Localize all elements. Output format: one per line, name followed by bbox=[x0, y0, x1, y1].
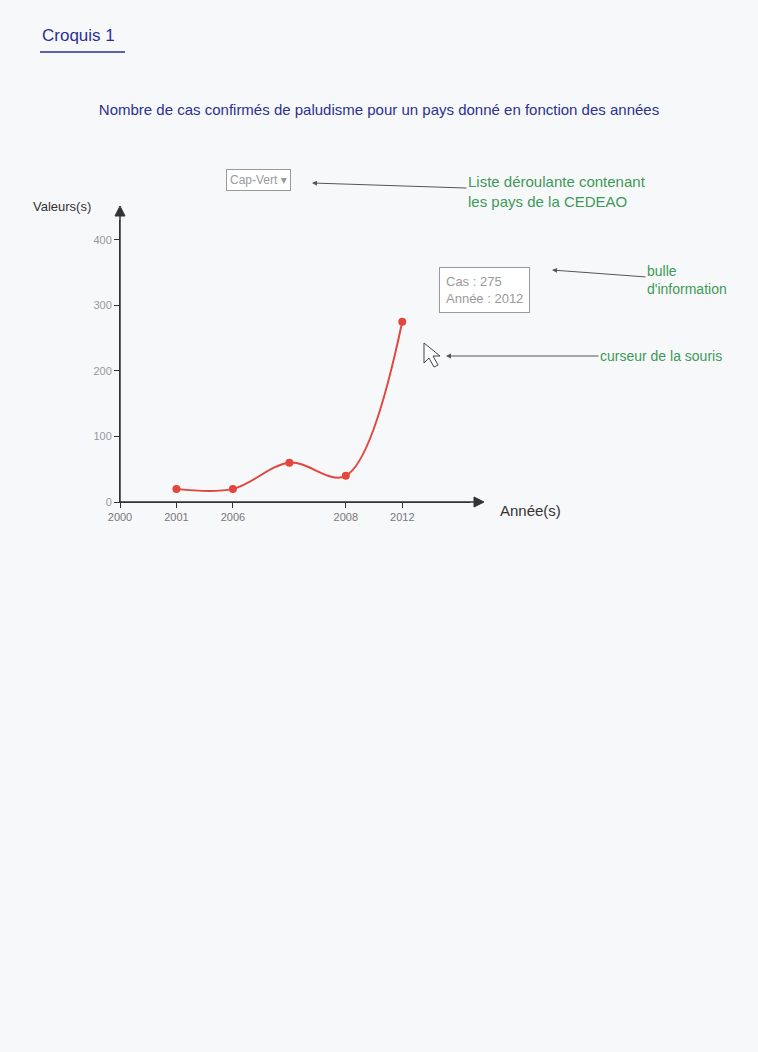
svg-text:400: 400 bbox=[93, 234, 111, 246]
svg-text:300: 300 bbox=[93, 299, 111, 311]
svg-text:curseur de la souris: curseur de la souris bbox=[600, 348, 722, 364]
svg-text:200: 200 bbox=[93, 365, 111, 377]
svg-text:Nombre de cas confirmés de pal: Nombre de cas confirmés de paludisme pou… bbox=[99, 101, 659, 118]
svg-text:Valeurs(s): Valeurs(s) bbox=[33, 199, 91, 214]
svg-text:Croquis 1: Croquis 1 bbox=[42, 26, 115, 45]
svg-text:2008: 2008 bbox=[334, 511, 358, 523]
svg-text:0: 0 bbox=[106, 496, 112, 508]
svg-text:Liste déroulante contenantles: Liste déroulante contenantles pays de la… bbox=[468, 173, 646, 210]
svg-text:2012: 2012 bbox=[390, 511, 414, 523]
svg-text:Année(s): Année(s) bbox=[500, 502, 561, 519]
svg-text:2000: 2000 bbox=[108, 511, 132, 523]
svg-text:Cap-Vert ▾: Cap-Vert ▾ bbox=[230, 173, 287, 187]
svg-text:Cas : 275Année : 2012: Cas : 275Année : 2012 bbox=[446, 274, 523, 306]
svg-text:2001: 2001 bbox=[164, 511, 188, 523]
svg-text:bulled'information: bulled'information bbox=[647, 263, 727, 297]
svg-text:2006: 2006 bbox=[221, 511, 245, 523]
svg-text:100: 100 bbox=[93, 430, 111, 442]
